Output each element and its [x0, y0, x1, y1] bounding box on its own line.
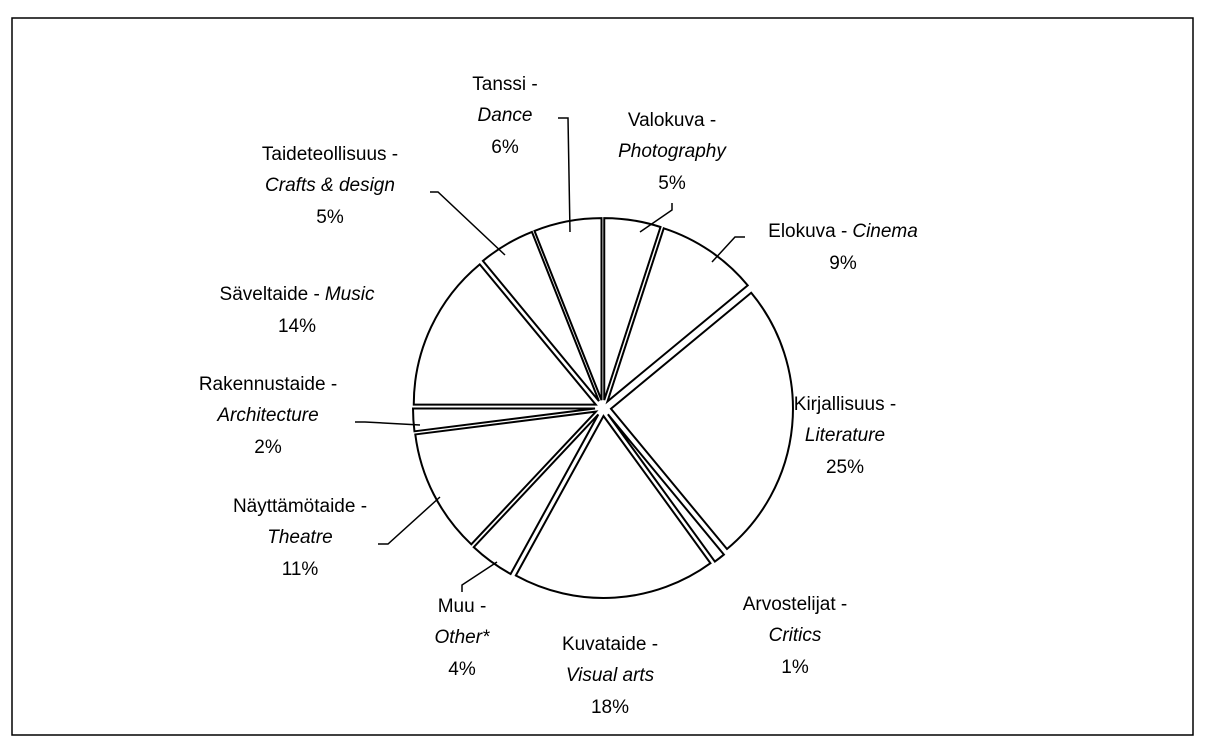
leader-line [461, 561, 498, 592]
pie-slice [605, 227, 750, 405]
value-label: 2% [254, 437, 282, 458]
label-name: Muu - [438, 596, 487, 617]
label-name-en: Literature [805, 425, 885, 446]
pie-slice [609, 291, 794, 551]
value-label: 9% [829, 253, 857, 274]
slice-label: Taideteollisuus - Crafts & design 5% [262, 144, 398, 228]
leader-line [378, 496, 441, 545]
pie-slice [607, 413, 726, 563]
label-name: Elokuva - [768, 221, 847, 242]
value-label: 4% [448, 659, 476, 680]
label-name-en: Critics [769, 625, 822, 646]
slice-label: Rakennustaide - Architecture 2% [199, 374, 337, 458]
slice-label: Arvostelijat - Critics 1% [743, 594, 848, 678]
label-name-en: Photography [618, 141, 727, 162]
pie-slice [533, 217, 603, 401]
label-name-en: Visual arts [566, 665, 655, 686]
label-name: Taideteollisuus - [262, 144, 398, 165]
value-label: 18% [591, 697, 629, 718]
value-label: 5% [316, 207, 344, 228]
pie-slice [414, 410, 599, 546]
slice-label: Säveltaide - Music 14% [220, 284, 375, 337]
leader-line [639, 203, 673, 233]
slice-label: Kuvataide - Visual arts 18% [562, 634, 658, 718]
label-name: Säveltaide - [220, 284, 320, 305]
slice-label: Muu - Other* 4% [435, 596, 491, 680]
label-name-en: Dance [478, 105, 533, 126]
label-name: Kuvataide - [562, 634, 658, 655]
label-name: Valokuva - [628, 110, 716, 131]
leader-line [430, 191, 506, 256]
pie-slice [514, 414, 712, 599]
label-name-en: Theatre [267, 527, 332, 548]
chart-frame [11, 17, 1194, 736]
pie-slice [472, 413, 600, 576]
label-name: Kirjallisuus - [794, 394, 896, 415]
leader-line [711, 236, 745, 263]
label-name: Näyttämötaide - [233, 496, 367, 517]
value-label: 25% [826, 457, 864, 478]
label-name-en: Architecture [216, 405, 318, 426]
label-name-en: Cinema [852, 221, 917, 242]
value-label: 14% [278, 316, 316, 337]
value-label: 1% [781, 657, 809, 678]
slice-label: Näyttämötaide - Theatre 11% [233, 496, 367, 580]
slice-label: Kirjallisuus - Literature 25% [794, 394, 896, 478]
value-label: 6% [491, 137, 519, 158]
label-name: Arvostelijat - [743, 594, 848, 615]
label-name: Tanssi - [472, 74, 537, 95]
slice-label: Valokuva - Photography 5% [618, 110, 727, 194]
value-label: 5% [658, 173, 686, 194]
label-name-en: Other* [435, 627, 491, 648]
slice-label: Elokuva - Cinema 9% [768, 221, 918, 274]
value-label: 11% [282, 559, 319, 580]
pie-slice [481, 230, 600, 402]
pie-slice [603, 217, 662, 401]
label-name-en: Music [325, 284, 375, 305]
pie-slice [412, 262, 598, 406]
leader-line [558, 117, 571, 233]
slice-label: Tanssi - Dance 6% [472, 74, 537, 158]
pie-slice [412, 407, 596, 433]
label-name-en: Crafts & design [265, 175, 395, 196]
leader-line [355, 421, 421, 426]
label-name: Rakennustaide - [199, 374, 337, 395]
